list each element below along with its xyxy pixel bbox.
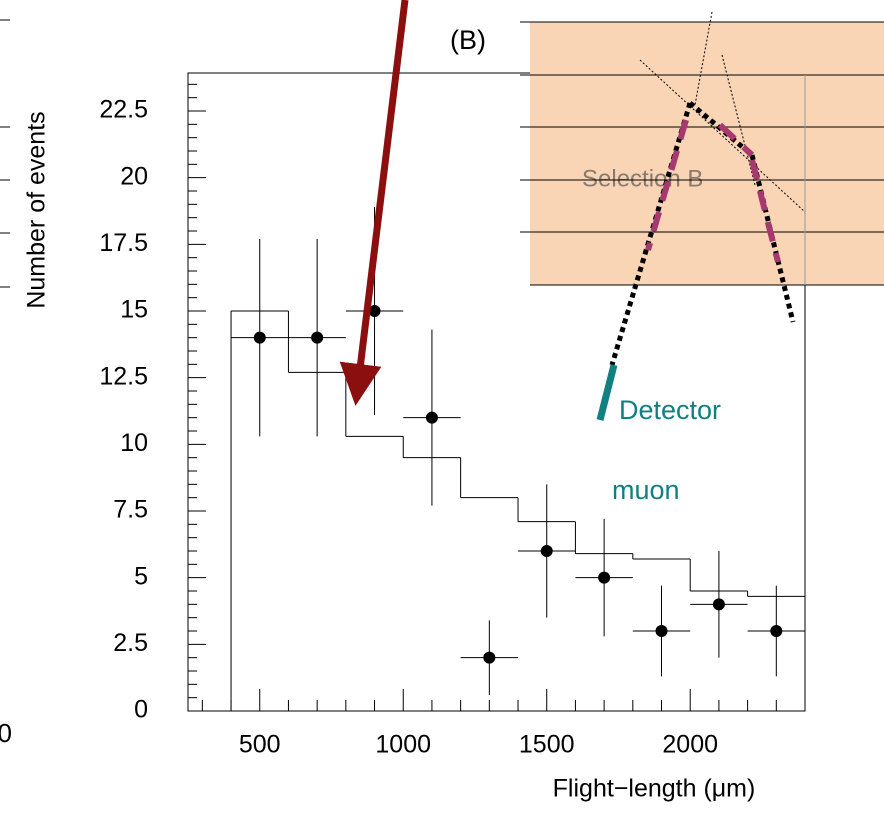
- y-tick-label: 15: [120, 296, 148, 324]
- y-tick-label: 20: [120, 162, 148, 190]
- x-tick-label: 500: [239, 731, 281, 759]
- plot-frame: [187, 72, 806, 712]
- y-tick-label: 12.5: [99, 362, 148, 390]
- data-point: [712, 598, 725, 611]
- y-tick-label: 10: [120, 429, 148, 457]
- y-tick-label: 17.5: [99, 229, 148, 257]
- data-point: [425, 411, 438, 424]
- x-tick-label: 1000: [375, 731, 431, 759]
- y-tick-label: 22.5: [99, 96, 148, 124]
- detector-muon-track: [596, 364, 618, 421]
- data-point: [598, 571, 611, 584]
- left-fragment-ticks: [0, 19, 10, 288]
- x-tick-label: 1500: [519, 731, 575, 759]
- panel-label: (B): [450, 25, 486, 55]
- data-point: [483, 651, 496, 664]
- data-point: [655, 625, 668, 637]
- muon-label: muon: [612, 475, 680, 505]
- inset: Selection B Detector muon (B): [450, 11, 884, 505]
- data-point: [540, 545, 553, 557]
- tracks-dashed: [645, 119, 781, 263]
- data-point: [770, 625, 783, 637]
- data-point: [253, 331, 266, 344]
- inset-dotted: [639, 11, 806, 213]
- x-axis-label: Flight−length (μm): [553, 775, 756, 803]
- y-tick-label: 0: [134, 696, 148, 724]
- y-tick-label: 2.5: [113, 629, 148, 657]
- inset-lines: [520, 21, 884, 286]
- y-axis-label: Number of events: [23, 111, 51, 308]
- y-tick-label: 7.5: [113, 496, 148, 524]
- left-fragment-label: 00: [0, 718, 12, 748]
- data-point: [368, 305, 381, 317]
- data-point: [311, 331, 324, 344]
- inset-label: Selection B: [582, 165, 703, 192]
- detector-label: Detector: [619, 395, 721, 425]
- x-tick-label: 2000: [662, 731, 718, 759]
- inset-background: [530, 22, 884, 285]
- y-tick-label: 5: [134, 562, 148, 590]
- arrow: [339, 0, 409, 406]
